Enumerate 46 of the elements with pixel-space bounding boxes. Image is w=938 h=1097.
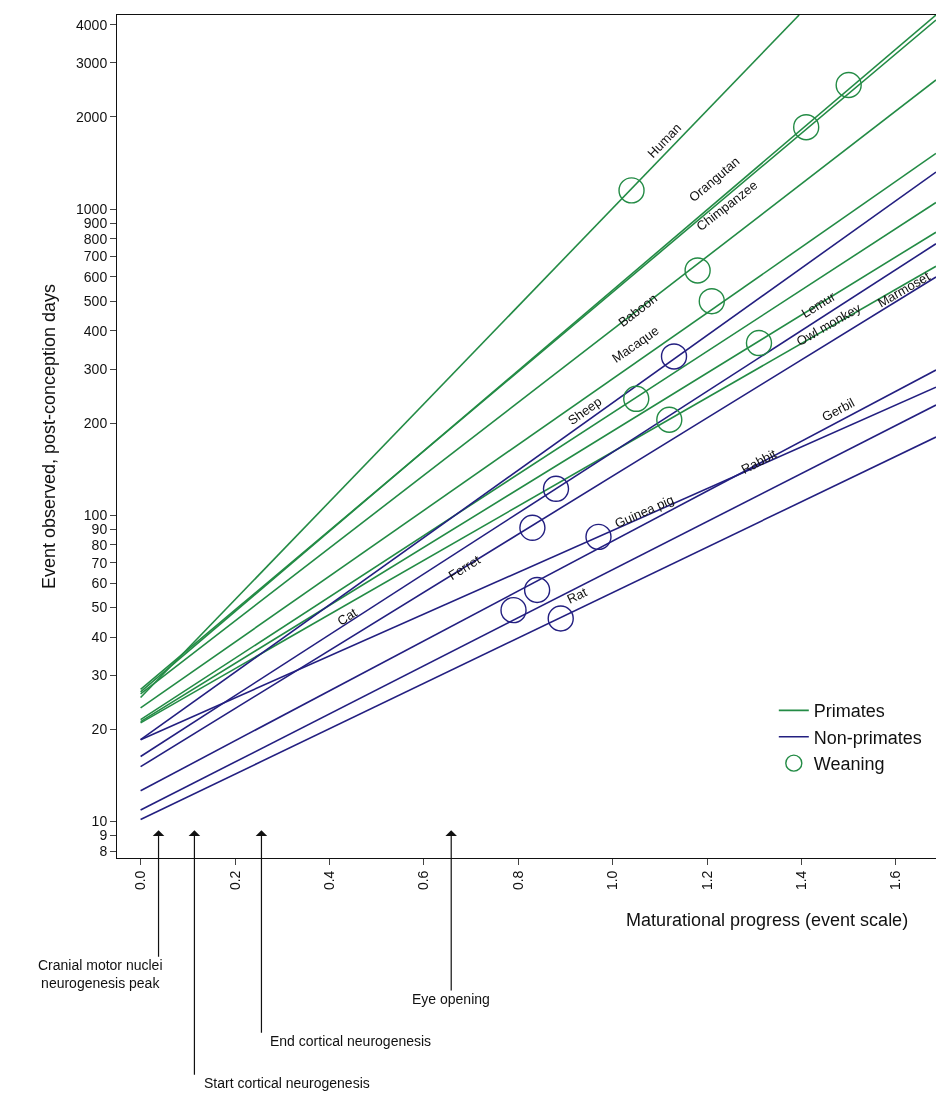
x-tick-label: 1.2 bbox=[698, 870, 715, 891]
text: End cortical neurogenesis bbox=[270, 1033, 432, 1049]
x-tick-label: 0.2 bbox=[226, 870, 243, 891]
y-tick-label: 100 bbox=[83, 507, 108, 524]
y-tick-label: 3000 bbox=[76, 54, 108, 71]
legend-label: Weaning bbox=[813, 754, 885, 775]
x-tick-label: 0.6 bbox=[415, 870, 432, 891]
x-axis-title: Maturational progress (event scale) bbox=[626, 910, 909, 930]
x-tick-label: 1.6 bbox=[887, 870, 904, 891]
annotation: Cat bbox=[334, 604, 360, 629]
annotation: Gerbil bbox=[819, 394, 858, 425]
y-tick-label: 2000 bbox=[76, 108, 108, 125]
y-tick-label: 800 bbox=[83, 230, 108, 247]
legend-label: Non-primates bbox=[813, 727, 922, 748]
y-tick-label: 9 bbox=[99, 827, 108, 844]
y-tick-label: 80 bbox=[91, 536, 108, 553]
y-tick-label: 60 bbox=[91, 575, 108, 592]
y-tick-label: 600 bbox=[83, 268, 108, 285]
y-tick-label: 30 bbox=[91, 667, 108, 684]
y-tick-label: 40 bbox=[91, 629, 108, 646]
y-tick-label: 10 bbox=[91, 813, 108, 830]
y-tick-label: 300 bbox=[83, 361, 108, 378]
y-tick-label: 4000 bbox=[76, 16, 108, 33]
legend-label: Primates bbox=[813, 701, 885, 722]
y-tick-label: 70 bbox=[91, 554, 108, 571]
y-tick-label: 8 bbox=[99, 843, 108, 860]
x-tick-label: 1.4 bbox=[793, 870, 810, 891]
y-tick-label: 400 bbox=[83, 322, 108, 339]
text: Eye opening bbox=[412, 991, 490, 1007]
y-tick-label: 20 bbox=[91, 721, 108, 738]
annotation: Guinea pig bbox=[612, 491, 677, 532]
text: Start cortical neurogenesis bbox=[204, 1075, 370, 1091]
y-tick-label: 900 bbox=[83, 214, 108, 231]
x-tick-label: 0.0 bbox=[132, 870, 149, 891]
x-tick-label: 0.4 bbox=[320, 870, 337, 891]
y-tick-label: 50 bbox=[91, 599, 108, 616]
y-tick-label: 200 bbox=[83, 414, 108, 431]
y-tick-label: 500 bbox=[83, 293, 108, 310]
x-tick-label: 1.0 bbox=[604, 870, 621, 891]
x-tick-label: 0.8 bbox=[509, 870, 526, 891]
y-tick-label: 90 bbox=[91, 521, 108, 538]
y-tick-label: 1000 bbox=[76, 200, 108, 217]
y-tick-label: 700 bbox=[83, 248, 108, 265]
annotation: Rat bbox=[564, 584, 590, 607]
y-axis-title: Event observed, post-conception days bbox=[39, 283, 60, 590]
text: Cranial motor nuclei neurogenesis peak bbox=[38, 957, 163, 992]
